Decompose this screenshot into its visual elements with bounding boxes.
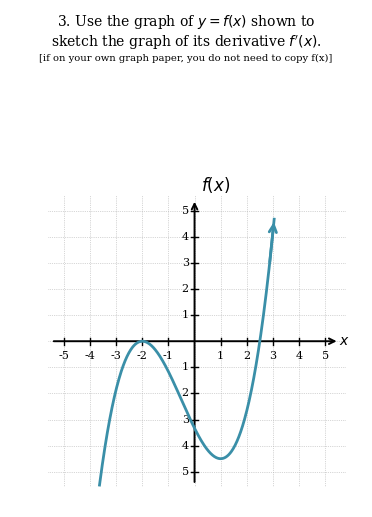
Text: 5: 5 bbox=[182, 206, 189, 216]
Text: 3: 3 bbox=[182, 415, 189, 424]
Text: 1: 1 bbox=[217, 351, 224, 361]
Text: [if on your own graph paper, you do not need to copy f(x)]: [if on your own graph paper, you do not … bbox=[39, 54, 333, 64]
Text: $x$: $x$ bbox=[339, 334, 349, 348]
Text: -5: -5 bbox=[58, 351, 70, 361]
Text: 2: 2 bbox=[182, 284, 189, 294]
Text: -4: -4 bbox=[85, 351, 96, 361]
Text: 4: 4 bbox=[295, 351, 302, 361]
Text: 2: 2 bbox=[182, 388, 189, 399]
Text: 1: 1 bbox=[182, 362, 189, 372]
Text: 3: 3 bbox=[182, 258, 189, 268]
Text: -3: -3 bbox=[111, 351, 122, 361]
Text: 1: 1 bbox=[182, 310, 189, 320]
Text: -2: -2 bbox=[137, 351, 148, 361]
Text: 5: 5 bbox=[321, 351, 328, 361]
Text: 3: 3 bbox=[269, 351, 276, 361]
Text: -1: -1 bbox=[163, 351, 174, 361]
Text: 3. Use the graph of $y = f(x)$ shown to: 3. Use the graph of $y = f(x)$ shown to bbox=[57, 13, 315, 31]
Text: 4: 4 bbox=[182, 440, 189, 451]
Text: 4: 4 bbox=[182, 232, 189, 242]
Text: $f(x)$: $f(x)$ bbox=[201, 175, 230, 194]
Text: 2: 2 bbox=[243, 351, 250, 361]
Text: sketch the graph of its derivative $f'(x)$.: sketch the graph of its derivative $f'(x… bbox=[51, 34, 321, 52]
Text: 5: 5 bbox=[182, 467, 189, 477]
